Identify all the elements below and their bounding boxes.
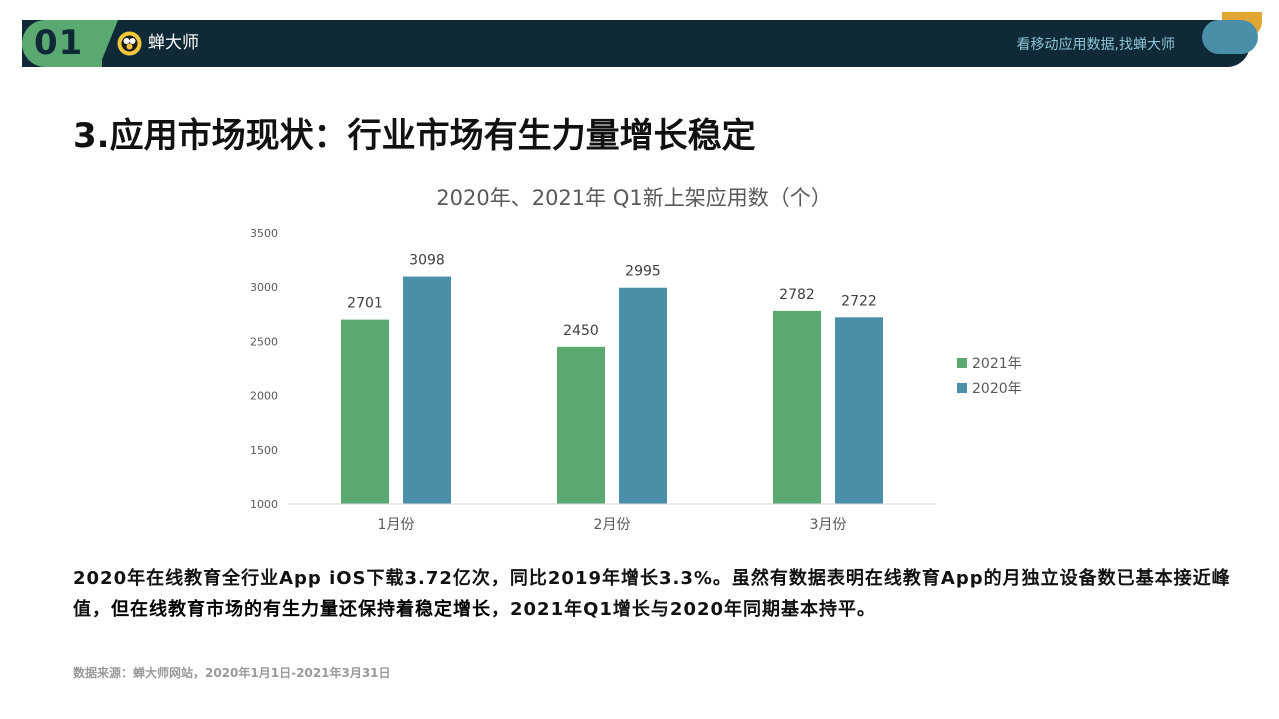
summary-text-2: ，2021年Q1增长与2020年同期基本持平。 (491, 599, 877, 620)
bar-data-label: 2450 (563, 323, 599, 339)
x-tick-label: 3月份 (810, 517, 847, 533)
bars: 2701 3098 2450 2995 2782 2722 (341, 253, 883, 504)
legend-swatch (957, 383, 967, 393)
legend-label: 2021年 (972, 356, 1022, 372)
chart-legend: 2021年 2020年 (957, 356, 1022, 397)
bar-chart: 2020年、2021年 Q1新上架应用数（个） 1000 1500 2000 2500… (230, 180, 1050, 540)
bar-data-label: 2701 (347, 296, 383, 312)
bar (619, 287, 667, 504)
legend-swatch (957, 358, 967, 368)
bar-data-label: 3098 (409, 253, 445, 269)
y-axis: 1000 1500 2000 2500 3000 3500 (250, 227, 278, 511)
bar-data-label: 2782 (779, 287, 815, 303)
bar-chart-svg: 2020年、2021年 Q1新上架应用数（个） 1000 1500 2000 2500… (250, 186, 1022, 533)
bar (557, 346, 605, 504)
bar (773, 310, 821, 504)
header-slogan: 看移动应用数据,找蝉大师 (1016, 37, 1175, 53)
bar-data-label: 2722 (841, 293, 877, 309)
data-source-note: 数据来源：蝉大师网站，2020年1月1日-2021年3月31日 (73, 666, 391, 680)
y-tick-label: 2000 (250, 390, 278, 403)
bar (835, 317, 883, 504)
y-tick-label: 2500 (250, 335, 278, 348)
cicada-logo-icon (117, 31, 142, 56)
brand-name: 蝉大师 (148, 33, 199, 53)
x-tick-label: 1月份 (378, 517, 415, 533)
y-tick-label: 1500 (250, 444, 278, 457)
header-bar (22, 20, 1250, 67)
y-tick-label: 3000 (250, 281, 278, 294)
chart-title: 2020年、2021年 Q1新上架应用数（个） (436, 186, 831, 210)
bar (341, 319, 389, 504)
decoration-blue-shape (1202, 20, 1258, 54)
y-tick-label: 1000 (250, 498, 278, 511)
page-number: 01 (34, 23, 84, 63)
bar-data-label: 2995 (625, 264, 661, 280)
slide-title: 3.应用市场现状：行业市场有生力量增长稳定 (73, 116, 756, 156)
summary-paragraph: 2020年在线教育全行业App iOS下载3.72亿次，同比2019年增长3.3… (73, 563, 1233, 625)
legend-label: 2020年 (972, 381, 1022, 397)
summary-emphasis: 但在线教育市场的有生力量还保持着稳定增长 (111, 599, 491, 620)
summary-text-1: 2020年在线教育全行业App iOS下载3.72亿次，同比2019年增长3.3… (73, 568, 1231, 620)
x-axis: 1月份 2月份 3月份 (288, 503, 936, 533)
x-tick-label: 2月份 (594, 517, 631, 533)
y-tick-label: 3500 (250, 227, 278, 240)
bar (403, 276, 451, 504)
